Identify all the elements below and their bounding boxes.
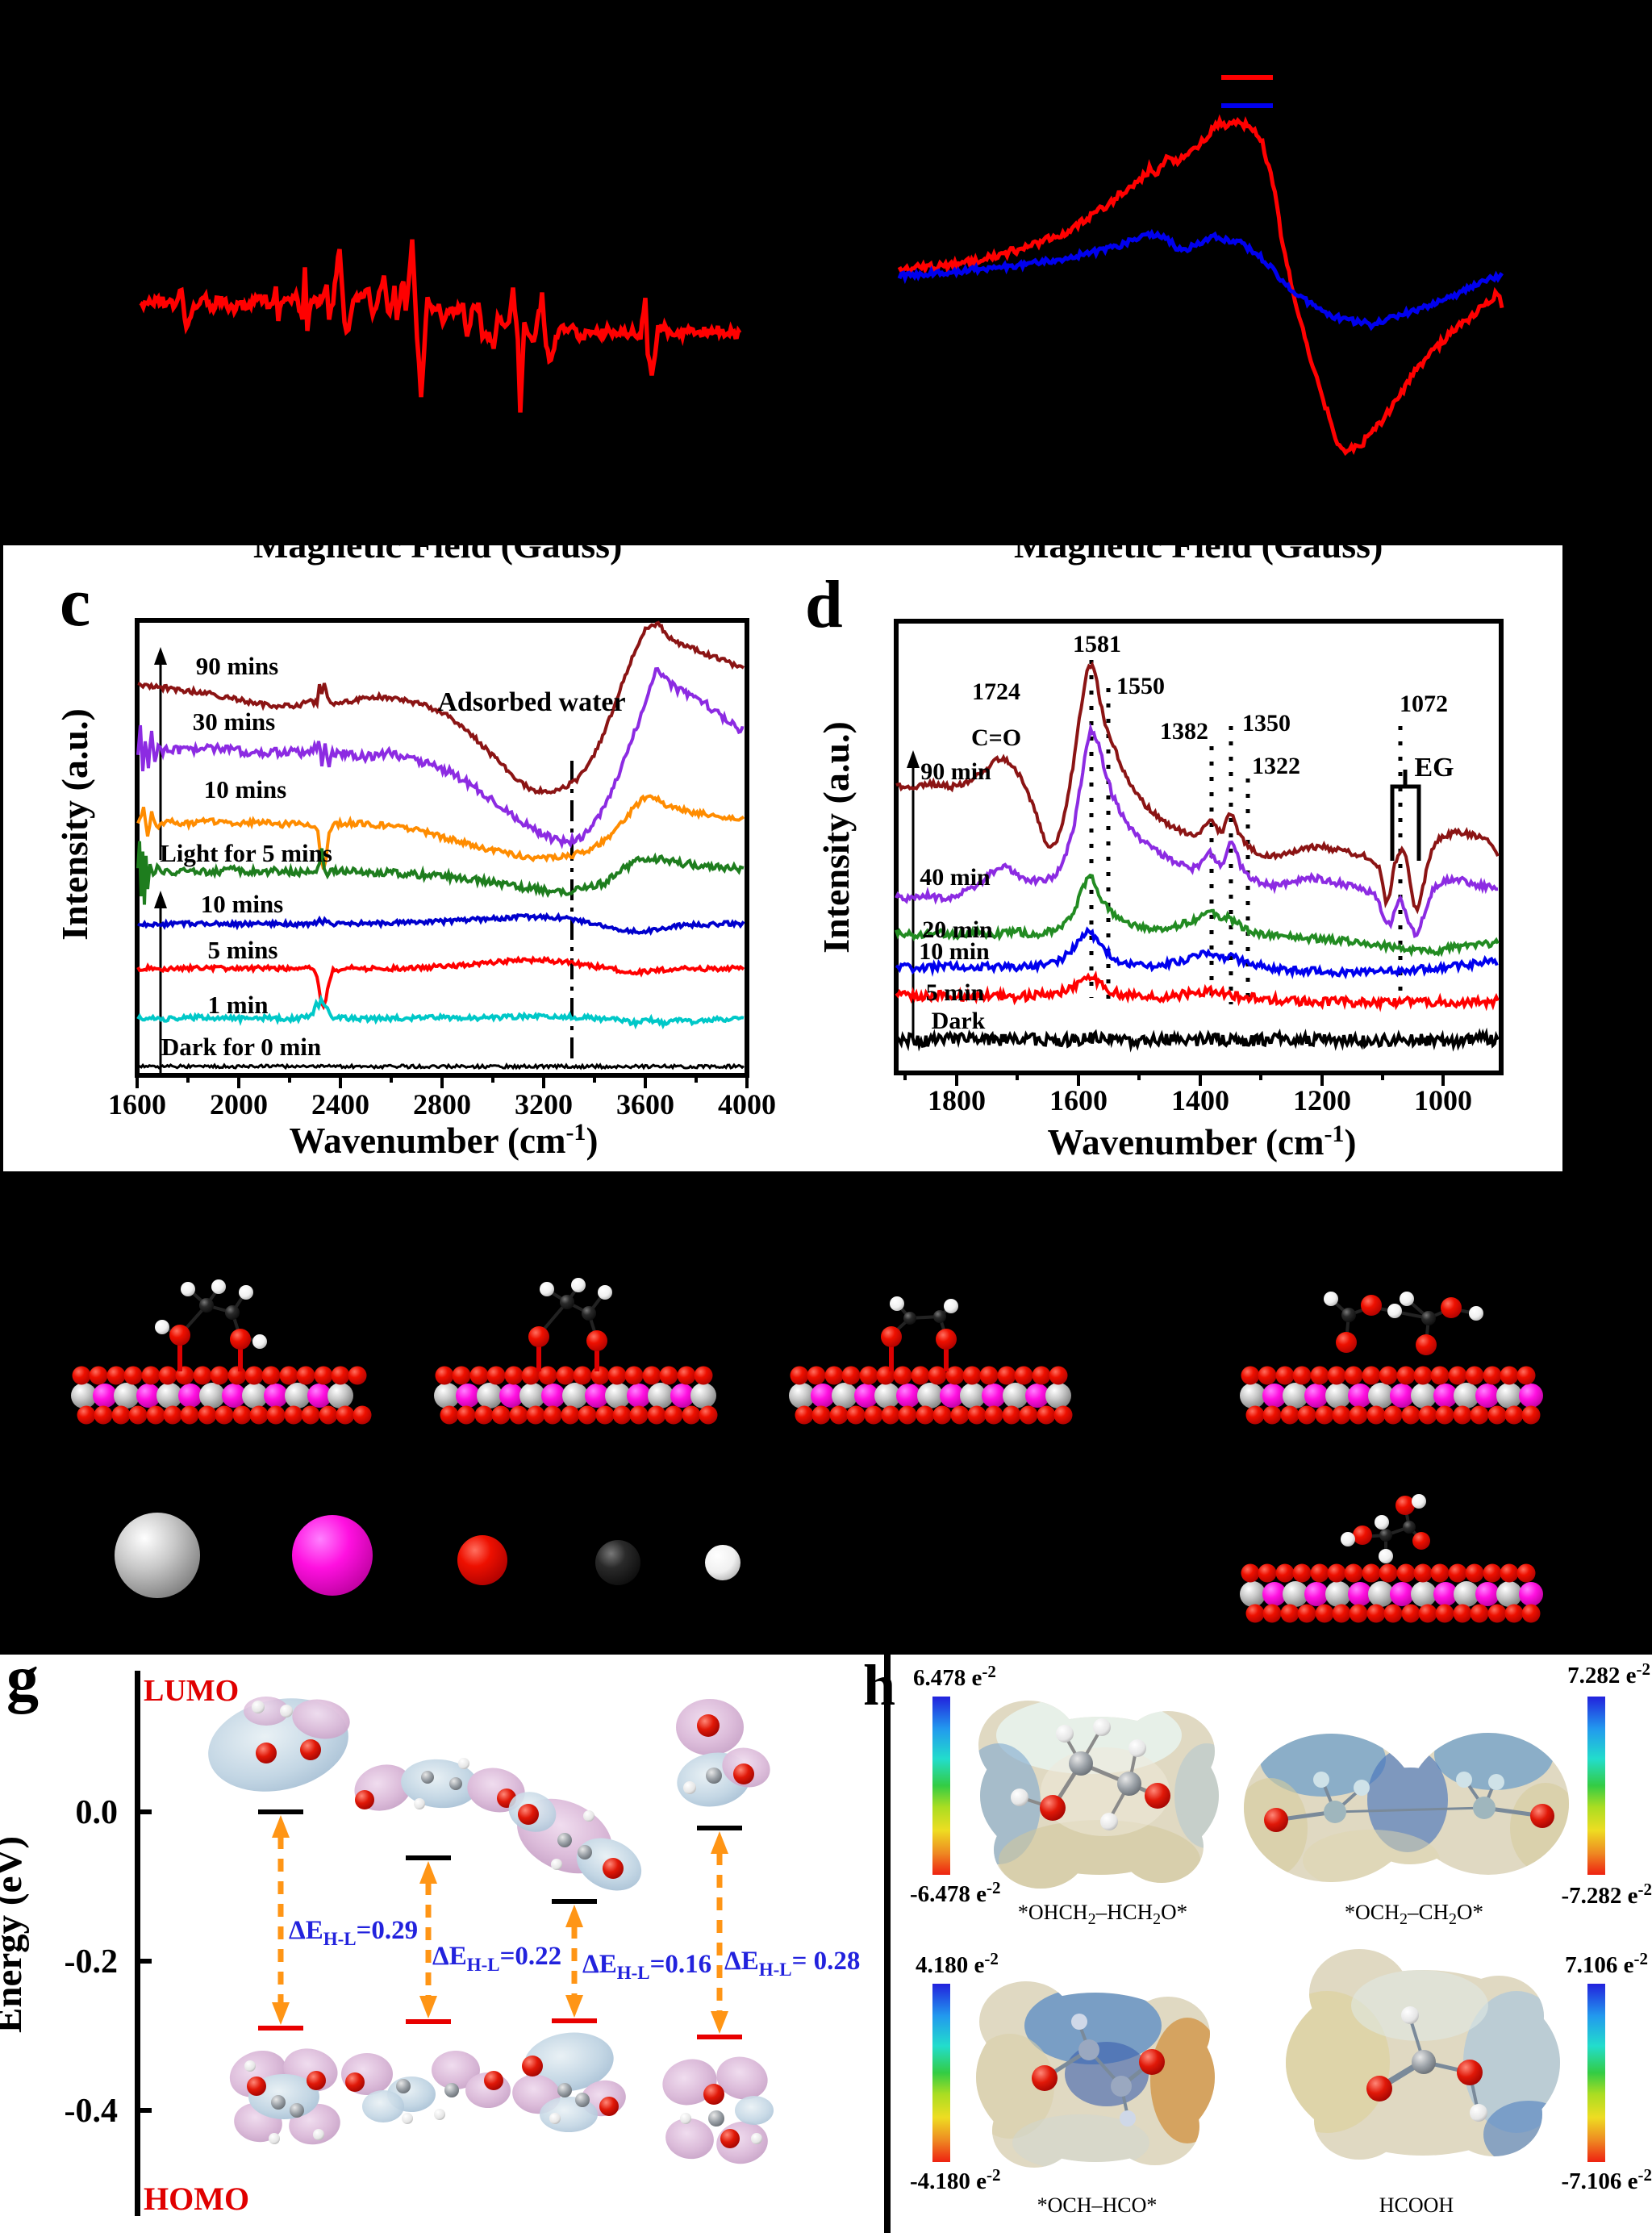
svg-text:7.106 e-2: 7.106 e-2 [1565, 1949, 1648, 1978]
svg-text:d: d [805, 567, 843, 642]
svg-text:40 min: 40 min [920, 864, 991, 891]
svg-text:*OHCH2–HCH2O*: *OHCH2–HCH2O* [1018, 1900, 1187, 1928]
svg-text:3200: 3200 [515, 1088, 573, 1121]
svg-text:2400: 2400 [311, 1088, 369, 1121]
svg-text:ΔEH-L=0.22: ΔEH-L=0.22 [432, 1942, 561, 1975]
svg-text:c: c [60, 563, 90, 641]
svg-text:1800: 1800 [928, 1084, 986, 1116]
svg-text:Intensity (a.u.): Intensity (a.u.) [816, 721, 857, 954]
svg-text:7.282 e-2: 7.282 e-2 [1567, 1659, 1650, 1688]
svg-text:2000: 2000 [210, 1088, 268, 1121]
svg-text:-0.2: -0.2 [65, 1943, 119, 1980]
svg-text:ΔEH-L=0.16: ΔEH-L=0.16 [582, 1950, 711, 1983]
svg-text:Dark: Dark [932, 1008, 986, 1034]
svg-text:-7.282 e-2: -7.282 e-2 [1561, 1880, 1652, 1909]
svg-text:Energy (eV): Energy (eV) [0, 1836, 30, 2033]
svg-text:-4.180 e-2: -4.180 e-2 [910, 2165, 1001, 2194]
svg-text:-0.4: -0.4 [65, 2093, 119, 2130]
svg-text:1382: 1382 [1160, 718, 1208, 745]
svg-text:1724: 1724 [972, 678, 1020, 705]
svg-text:5 mins: 5 mins [208, 936, 278, 964]
svg-text:HOMO: HOMO [144, 2181, 249, 2217]
svg-text:0.0: 0.0 [76, 1794, 119, 1831]
svg-text:*OCH2–CH2O*: *OCH2–CH2O* [1345, 1900, 1483, 1928]
svg-text:2800: 2800 [413, 1088, 471, 1121]
svg-text:ΔEH-L= 0.28: ΔEH-L= 0.28 [724, 1947, 860, 1980]
svg-text:Dark for 0 min: Dark for 0 min [161, 1033, 321, 1061]
svg-text:1 min: 1 min [208, 991, 269, 1019]
svg-text:1322: 1322 [1252, 753, 1300, 779]
svg-text:10 mins: 10 mins [204, 775, 287, 803]
svg-text:Intensity (a.u.): Intensity (a.u.) [54, 708, 95, 941]
svg-text:1000: 1000 [1414, 1084, 1472, 1116]
svg-text:h: h [863, 1655, 895, 1718]
svg-text:1581: 1581 [1073, 631, 1121, 657]
svg-text:LUMO: LUMO [144, 1674, 239, 1708]
svg-text:1200: 1200 [1293, 1084, 1351, 1116]
svg-text:4000: 4000 [718, 1088, 776, 1121]
svg-text:Wavenumber (cm-1): Wavenumber (cm-1) [290, 1119, 599, 1162]
svg-text:1550: 1550 [1116, 673, 1165, 699]
svg-text:HCOOH: HCOOH [1379, 2193, 1454, 2217]
svg-text:4.180 e-2: 4.180 e-2 [916, 1949, 999, 1978]
svg-text:3600: 3600 [616, 1088, 674, 1121]
svg-text:1350: 1350 [1242, 710, 1291, 737]
svg-text:1072: 1072 [1400, 691, 1448, 717]
svg-text:90 mins: 90 mins [196, 652, 279, 680]
svg-text:10 mins: 10 mins [201, 890, 284, 918]
svg-text:5 min: 5 min [926, 979, 985, 1006]
svg-text:g: g [6, 1655, 39, 1714]
svg-text:EG: EG [1414, 753, 1454, 783]
svg-text:1600: 1600 [108, 1088, 166, 1121]
svg-text:Light for 5 mins: Light for 5 mins [160, 839, 332, 867]
svg-text:1400: 1400 [1171, 1084, 1229, 1116]
svg-text:20 min: 20 min [922, 916, 993, 943]
svg-text:*OCH–HCO*: *OCH–HCO* [1037, 2193, 1158, 2217]
svg-text:90 min: 90 min [920, 758, 991, 785]
svg-text:Wavenumber (cm-1): Wavenumber (cm-1) [1048, 1121, 1357, 1163]
svg-text:Adsorbed water: Adsorbed water [437, 687, 625, 717]
svg-text:10 min: 10 min [919, 938, 990, 965]
svg-text:-7.106 e-2: -7.106 e-2 [1561, 2165, 1652, 2194]
svg-text:30 mins: 30 mins [193, 707, 276, 736]
svg-text:6.478 e-2: 6.478 e-2 [913, 1662, 996, 1691]
svg-text:C=O: C=O [971, 724, 1021, 751]
svg-text:-6.478 e-2: -6.478 e-2 [910, 1878, 1001, 1907]
svg-text:1600: 1600 [1049, 1084, 1108, 1116]
svg-text:ΔEH-L=0.29: ΔEH-L=0.29 [289, 1916, 418, 1949]
